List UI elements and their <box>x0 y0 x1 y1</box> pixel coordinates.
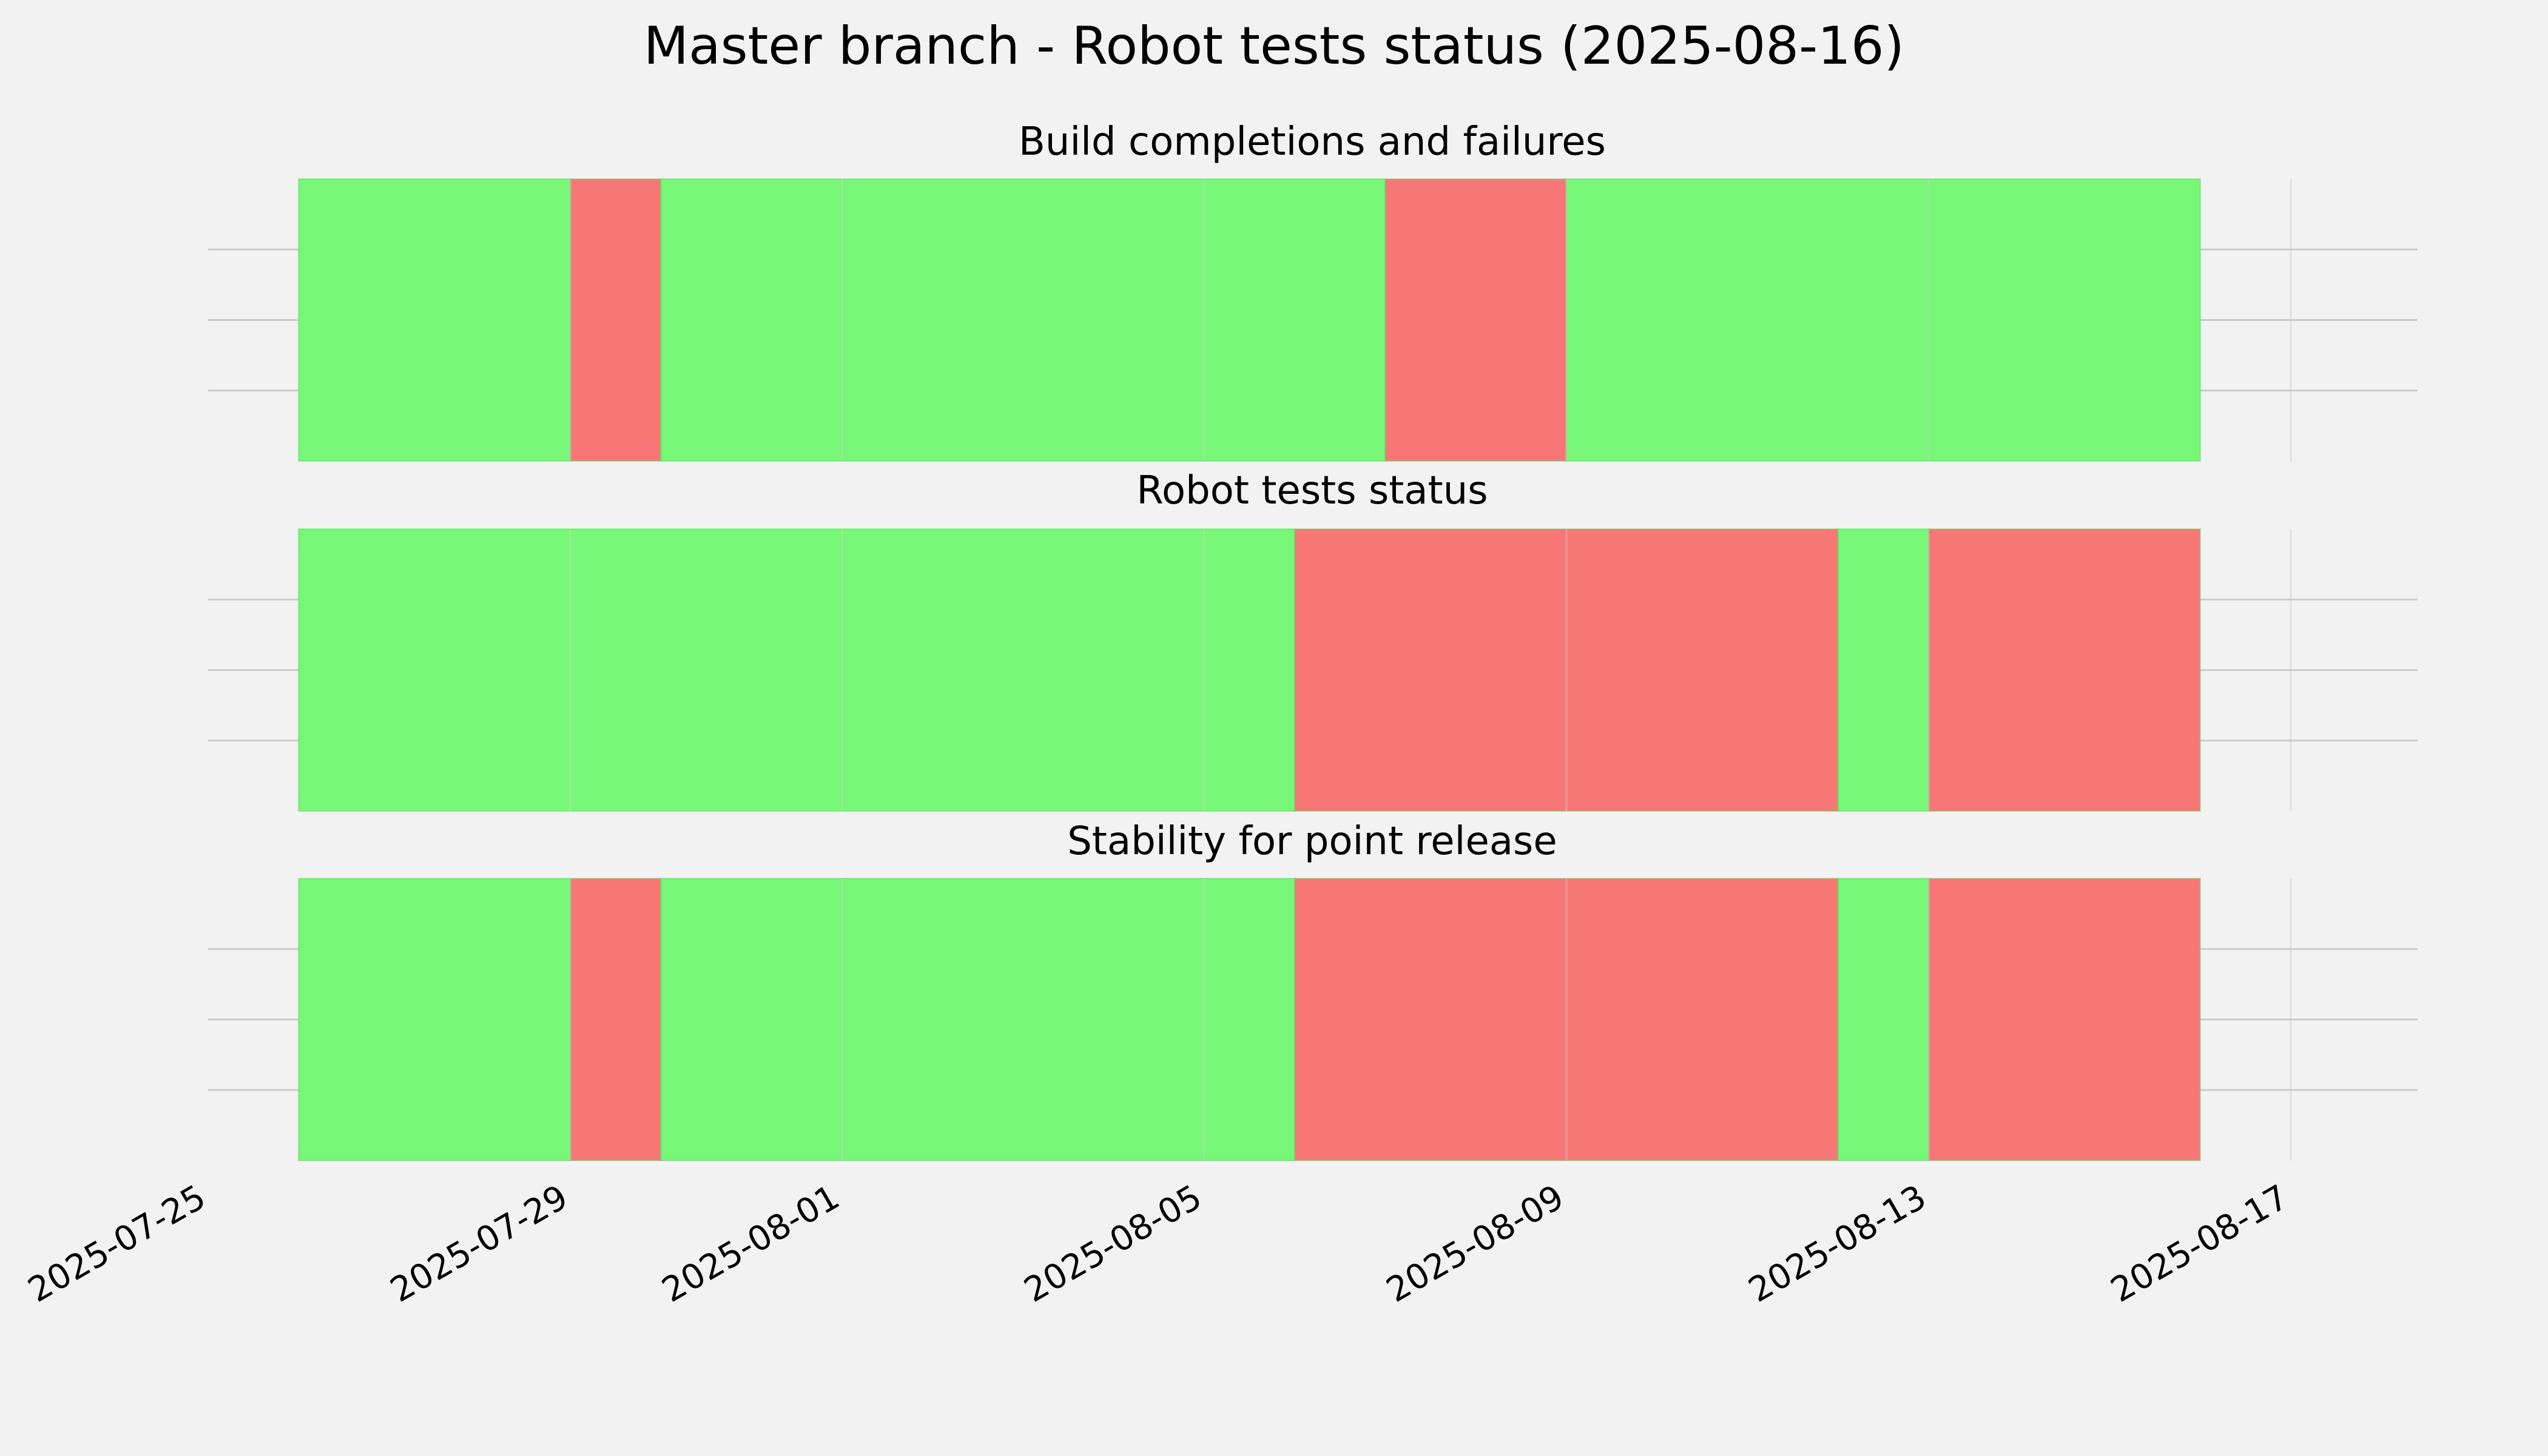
panel-2: Robot tests status <box>208 468 2418 812</box>
status-segment-pass <box>1837 878 1929 1161</box>
panel-title: Build completions and failures <box>1019 120 1606 164</box>
status-segment-pass <box>1837 528 1929 812</box>
panel-title: Stability for point release <box>1067 819 1557 864</box>
chart-title: Master branch - Robot tests status (2025… <box>644 16 1904 76</box>
panel-3: Stability for point release <box>208 819 2418 1161</box>
status-segment-pass <box>660 878 1296 1161</box>
x-axis-ticks: 2025-07-25 2025-07-29 2025-08-01 2025-08-05… <box>22 1178 2295 1310</box>
status-segment-fail <box>1927 878 2201 1161</box>
x-tick-label: 2025-07-29 <box>384 1178 575 1310</box>
status-segment-fail <box>1927 528 2201 812</box>
status-segment-pass <box>1565 178 2201 462</box>
status-segment-pass <box>298 878 571 1161</box>
status-segment-pass <box>660 178 1386 462</box>
status-segment-fail <box>570 878 662 1161</box>
panel-1: Build completions and failures <box>208 120 2418 462</box>
x-tick-label: 2025-08-17 <box>2105 1178 2295 1310</box>
status-segment-fail <box>1294 878 1839 1161</box>
status-segment-fail <box>1384 178 1567 462</box>
x-tick-label: 2025-07-25 <box>22 1178 212 1310</box>
panel-title: Robot tests status <box>1136 468 1488 513</box>
status-segment-pass <box>298 528 1296 812</box>
x-tick-label: 2025-08-01 <box>655 1178 846 1310</box>
x-tick-label: 2025-08-09 <box>1380 1178 1571 1310</box>
status-segment-fail <box>570 178 662 462</box>
x-tick-label: 2025-08-05 <box>1018 1178 1208 1310</box>
status-segment-pass <box>298 178 571 462</box>
panels-group: Build completions and failures Robot test… <box>208 120 2418 1161</box>
x-tick-label: 2025-08-13 <box>1742 1178 1933 1310</box>
status-segment-fail <box>1294 528 1839 812</box>
